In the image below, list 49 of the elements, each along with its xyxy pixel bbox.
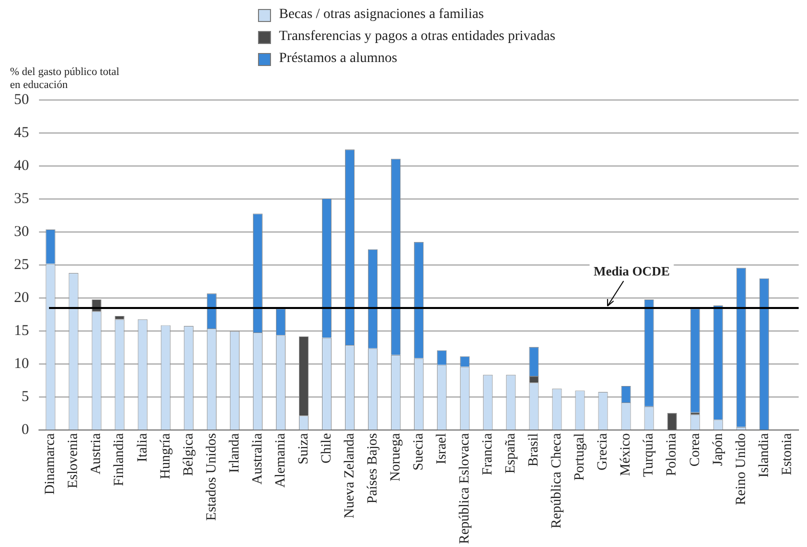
x-tick-label: Dinamarca <box>43 432 58 495</box>
x-tick-label: Reino Unido <box>734 433 749 506</box>
y-tick-label: 25 <box>14 257 29 274</box>
x-tick-label: Corea <box>688 432 703 467</box>
y-tick-label: 20 <box>14 290 29 306</box>
x-tick-label: Portugal <box>572 433 588 481</box>
x-tick-label: Australia <box>250 432 266 485</box>
legend-label: Becas / otras asignaciones a familias <box>279 7 484 23</box>
x-tick-label: Nueva Zelanda <box>342 432 358 518</box>
x-tick-label: Brasil <box>526 433 542 467</box>
x-tick-label: Francia <box>480 432 496 476</box>
x-tick-label: México <box>618 433 634 476</box>
x-tick-label: Suecia <box>412 432 427 471</box>
x-tick-label: Finlandia <box>112 432 128 486</box>
y-tick-label: 40 <box>14 158 29 174</box>
x-tick-label: España <box>504 432 519 474</box>
x-tick-label: Italia <box>135 432 150 462</box>
legend-label: Préstamos a alumnos <box>279 51 398 67</box>
x-tick-label: Suiza <box>296 432 312 464</box>
x-tick-label: Eslovenia <box>66 432 82 488</box>
x-tick-label: Turquía <box>642 432 657 478</box>
x-tick-label: Chile <box>319 433 334 464</box>
y-tick-label: 10 <box>14 356 29 372</box>
x-tick-label: Hungría <box>158 432 174 480</box>
x-tick-label: Noruega <box>388 432 404 482</box>
y-tick-label: 50 <box>14 92 29 108</box>
x-tick-label: República Eslovaca <box>458 432 473 544</box>
x-tick-label: Estados Unidos <box>204 433 220 521</box>
ref-line-label: Media OCDE <box>594 263 670 278</box>
legend-label: Transferencias y pagos a otras entidades privadas <box>279 29 556 45</box>
y-tick-label: 15 <box>14 323 29 340</box>
x-tick-label: Israel <box>434 433 450 464</box>
y-tick-label: 30 <box>14 224 29 240</box>
x-tick-label: Irlanda <box>227 432 242 473</box>
x-tick-label: República Checa <box>550 432 565 528</box>
y-tick-label: 0 <box>22 422 29 438</box>
x-tick-label: Países Bajos <box>365 433 380 504</box>
x-tick-label: Islandia <box>756 432 772 478</box>
x-tick-label: Austria <box>89 432 104 474</box>
y-tick-label: 35 <box>14 191 29 207</box>
y-tick-label: 5 <box>22 389 29 406</box>
x-tick-label: Grecia <box>596 432 611 471</box>
x-tick-label: Japón <box>710 433 726 466</box>
y-axis-title: % del gasto público total en educación <box>10 66 120 92</box>
x-tick-label: Bélgica <box>181 432 196 476</box>
x-tick-label: Polonia <box>664 432 680 476</box>
x-tick-label: Estonia <box>780 432 795 476</box>
x-tick-label: Alemania <box>273 432 288 488</box>
y-tick-label: 45 <box>14 124 29 141</box>
